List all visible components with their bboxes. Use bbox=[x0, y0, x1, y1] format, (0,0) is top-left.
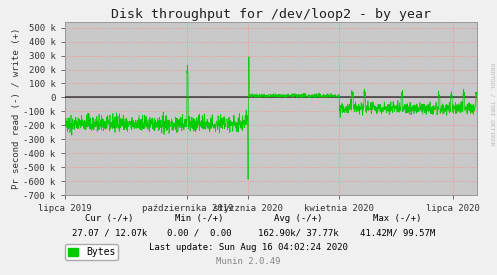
Text: Max (-/+): Max (-/+) bbox=[373, 214, 422, 223]
Text: Avg (-/+): Avg (-/+) bbox=[274, 214, 323, 223]
Text: 0.00 /  0.00: 0.00 / 0.00 bbox=[166, 228, 231, 237]
Text: RRDTOOL / TOBI OETIKER: RRDTOOL / TOBI OETIKER bbox=[490, 63, 495, 146]
Text: 41.42M/ 99.57M: 41.42M/ 99.57M bbox=[360, 228, 435, 237]
Title: Disk throughput for /dev/loop2 - by year: Disk throughput for /dev/loop2 - by year bbox=[111, 8, 431, 21]
Y-axis label: Pr second read (-) / write (+): Pr second read (-) / write (+) bbox=[11, 28, 20, 189]
Text: Munin 2.0.49: Munin 2.0.49 bbox=[216, 257, 281, 266]
Text: 27.07 / 12.07k: 27.07 / 12.07k bbox=[72, 228, 147, 237]
Text: Cur (-/+): Cur (-/+) bbox=[85, 214, 134, 223]
Legend: Bytes: Bytes bbox=[65, 244, 118, 260]
Text: Last update: Sun Aug 16 04:02:24 2020: Last update: Sun Aug 16 04:02:24 2020 bbox=[149, 243, 348, 252]
Text: 162.90k/ 37.77k: 162.90k/ 37.77k bbox=[258, 228, 338, 237]
Text: Min (-/+): Min (-/+) bbox=[174, 214, 223, 223]
